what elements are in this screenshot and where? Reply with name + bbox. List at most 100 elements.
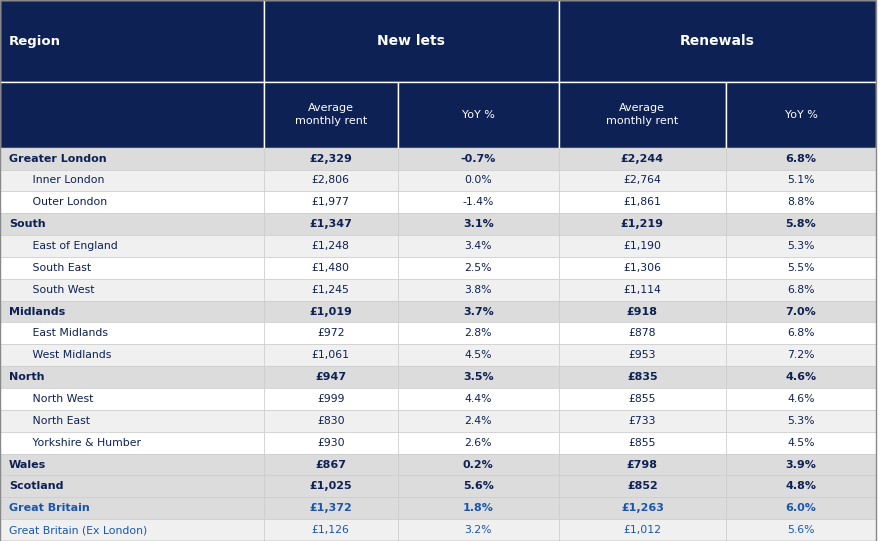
Text: YoY %: YoY % [785, 110, 817, 120]
Bar [559, 519, 726, 541]
Bar [264, 213, 398, 235]
Bar [726, 301, 876, 322]
Bar [264, 497, 398, 519]
Text: £835: £835 [627, 372, 658, 382]
Bar [0, 410, 264, 432]
Bar [559, 82, 726, 148]
Bar [726, 82, 876, 148]
Text: £852: £852 [627, 481, 658, 491]
Text: Midlands: Midlands [9, 307, 65, 316]
Text: -0.7%: -0.7% [460, 154, 496, 163]
Bar [0, 432, 264, 453]
Bar [398, 497, 559, 519]
Bar [0, 257, 264, 279]
Bar [726, 344, 876, 366]
Text: £830: £830 [317, 416, 344, 426]
Bar [0, 519, 264, 541]
Bar [726, 322, 876, 344]
Text: New lets: New lets [377, 34, 445, 48]
Text: 2.5%: 2.5% [465, 263, 492, 273]
Text: 6.8%: 6.8% [788, 328, 814, 339]
Text: £2,329: £2,329 [309, 154, 352, 163]
Text: £953: £953 [628, 350, 656, 360]
Text: 4.6%: 4.6% [788, 394, 814, 404]
Text: 3.1%: 3.1% [463, 219, 493, 229]
Bar [0, 388, 264, 410]
Bar [0, 322, 264, 344]
Text: 6.8%: 6.8% [788, 285, 814, 295]
Bar [726, 235, 876, 257]
Bar [398, 344, 559, 366]
Bar [0, 279, 264, 301]
Text: Scotland: Scotland [9, 481, 63, 491]
Bar [398, 476, 559, 497]
Bar [398, 453, 559, 476]
Bar [726, 366, 876, 388]
Text: £1,114: £1,114 [623, 285, 662, 295]
Text: 0.2%: 0.2% [463, 459, 493, 470]
Bar [0, 0, 264, 82]
Text: 5.8%: 5.8% [786, 219, 816, 229]
Text: 3.4%: 3.4% [465, 241, 492, 251]
Text: 1.8%: 1.8% [463, 503, 493, 513]
Bar [559, 169, 726, 192]
Text: Region: Region [9, 35, 61, 48]
Bar [0, 476, 264, 497]
Text: £1,019: £1,019 [309, 307, 352, 316]
Bar [726, 519, 876, 541]
Text: £1,061: £1,061 [312, 350, 350, 360]
Bar [264, 476, 398, 497]
Bar [398, 257, 559, 279]
Bar [398, 432, 559, 453]
Bar [264, 410, 398, 432]
Bar [398, 82, 559, 148]
Text: £999: £999 [317, 394, 344, 404]
Bar [264, 519, 398, 541]
Bar [264, 344, 398, 366]
Text: 2.8%: 2.8% [465, 328, 492, 339]
Bar [0, 82, 264, 148]
Bar [264, 169, 398, 192]
Text: North: North [9, 372, 45, 382]
Text: £855: £855 [628, 394, 656, 404]
Bar [398, 388, 559, 410]
Bar [398, 169, 559, 192]
Text: £1,126: £1,126 [312, 525, 350, 535]
Bar [264, 301, 398, 322]
Bar [559, 192, 726, 213]
Bar [398, 410, 559, 432]
Text: £1,861: £1,861 [623, 197, 662, 207]
Bar [726, 453, 876, 476]
Text: North East: North East [22, 416, 90, 426]
Bar [559, 476, 726, 497]
Text: West Midlands: West Midlands [22, 350, 112, 360]
Text: 4.5%: 4.5% [788, 438, 814, 447]
Bar [559, 213, 726, 235]
Bar [264, 322, 398, 344]
Text: YoY %: YoY % [462, 110, 494, 120]
Text: £1,012: £1,012 [623, 525, 662, 535]
Text: 3.5%: 3.5% [463, 372, 493, 382]
Bar [726, 279, 876, 301]
Bar [559, 497, 726, 519]
Text: £1,480: £1,480 [312, 263, 350, 273]
Text: East of England: East of England [22, 241, 118, 251]
Text: 8.8%: 8.8% [788, 197, 814, 207]
Text: £878: £878 [628, 328, 656, 339]
Bar [264, 192, 398, 213]
Text: £1,372: £1,372 [309, 503, 352, 513]
Text: £1,977: £1,977 [312, 197, 350, 207]
Bar [264, 366, 398, 388]
Bar [726, 148, 876, 169]
Text: £1,219: £1,219 [620, 219, 664, 229]
Bar [0, 366, 264, 388]
Text: 3.9%: 3.9% [786, 459, 816, 470]
Text: 3.8%: 3.8% [465, 285, 492, 295]
Text: 4.6%: 4.6% [786, 372, 816, 382]
Text: South East: South East [22, 263, 91, 273]
Text: Average
monthly rent: Average monthly rent [606, 103, 679, 127]
Bar [264, 82, 398, 148]
Bar [0, 235, 264, 257]
Text: £733: £733 [628, 416, 656, 426]
Text: £1,263: £1,263 [621, 503, 663, 513]
